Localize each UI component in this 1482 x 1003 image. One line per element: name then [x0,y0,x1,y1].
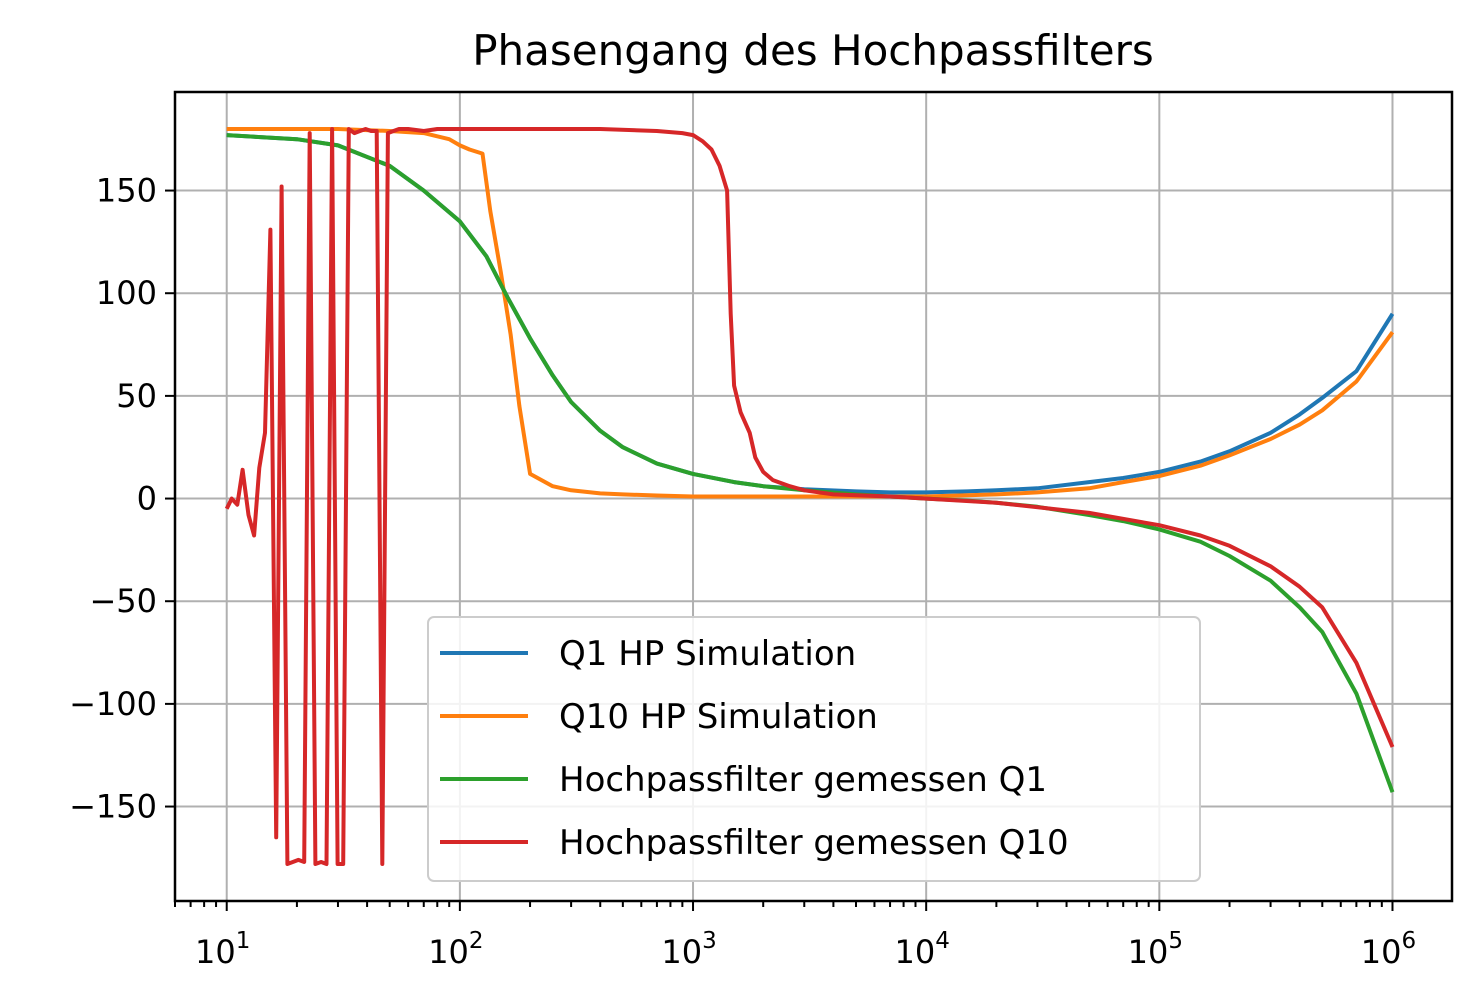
y-tick-label: −50 [89,582,157,620]
legend-box [427,616,1201,882]
y-tick-label: −100 [69,685,157,723]
plot-frame [173,90,1454,903]
x-tick-label: 102 [428,928,483,971]
x-tick-label: 103 [661,928,716,971]
legend-label-3: Hochpassfilter gemessen Q10 [559,823,1069,863]
y-tick-label: 100 [96,274,157,312]
legend: Q1 HP Simulation Q10 HP Simulation Hochpas… [427,616,1201,882]
x-tick-label: 105 [1128,928,1183,971]
series-layer [224,127,1395,866]
x-tick-label: 106 [1361,928,1416,971]
legend-label-0: Q1 HP Simulation [559,634,856,674]
y-tick-label: 150 [96,172,157,210]
y-tick-label: −150 [69,788,157,826]
series-line-1 [226,127,1395,499]
axis-ticks: 101 102 103 104 105 106 150 100 50 0 −50 −100 −150 [69,172,1416,971]
y-tick-label: 0 [137,480,157,518]
x-tick-label: 104 [894,928,949,971]
chart-title: Phasengang des Hochpassfilters [472,26,1154,75]
series-line-3 [224,127,1395,866]
x-tick-label: 101 [195,928,250,971]
series-line-2 [226,133,1395,793]
legend-label-2: Hochpassfilter gemessen Q1 [559,760,1047,800]
y-tick-label: 50 [116,377,157,415]
legend-label-1: Q10 HP Simulation [559,697,878,737]
